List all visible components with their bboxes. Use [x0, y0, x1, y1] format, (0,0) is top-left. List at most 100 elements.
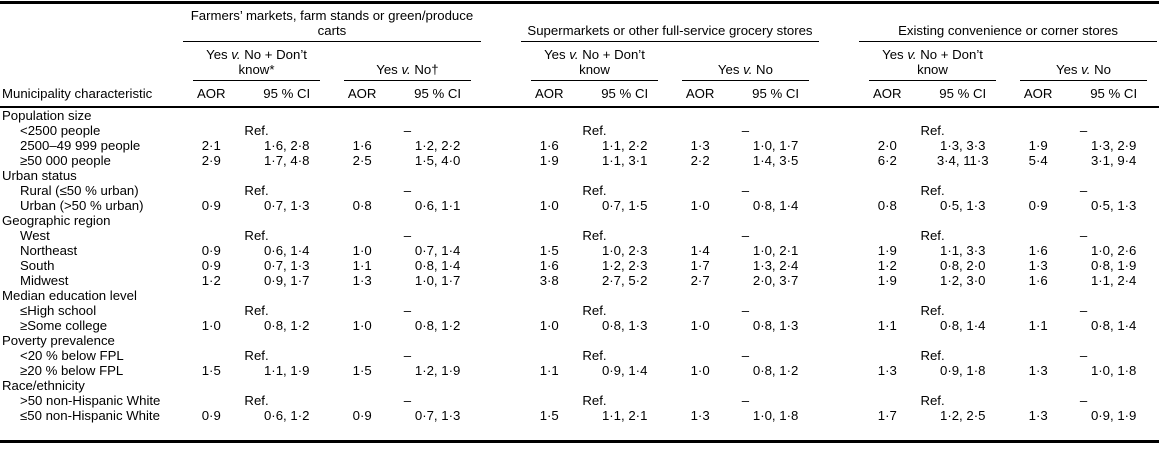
aor-value: 0·9 [352, 408, 372, 423]
ci-column-header: 95 % CI [392, 81, 483, 108]
row-label: Rural (≤50 % urban) [20, 183, 139, 198]
aor-value: 0·9 [201, 243, 221, 258]
table-body: Population size <2500 people Ref. – Ref. – Ref… [0, 107, 1159, 442]
table-header: Farmers’ markets, farm stands or green/p… [0, 3, 1159, 108]
ci-value: 3·4, 11·3 [936, 153, 989, 168]
group-header-farmers-markets: Farmers’ markets, farm stands or green/p… [181, 3, 483, 42]
dash-marker: – [741, 393, 750, 408]
aor-value: 1·3 [690, 408, 710, 423]
ci-value: 0·8, 1·2 [752, 363, 799, 378]
ci-value: 1·1, 2·4 [1090, 273, 1137, 288]
column-gap [483, 408, 519, 423]
ci-value: 2·0, 3·7 [752, 273, 799, 288]
dash-marker: – [403, 393, 412, 408]
ci-value: 1·3, 2·9 [1090, 138, 1137, 153]
ci-value: 0·8, 1·4 [1090, 318, 1137, 333]
ci-column-header: 95 % CI [917, 81, 1008, 108]
aor-value: 1·6 [539, 138, 559, 153]
ci-value: 1·7, 4·8 [263, 153, 310, 168]
column-gap [821, 408, 857, 423]
aor-value: 0·9 [201, 408, 221, 423]
ref-marker: Ref. [244, 348, 269, 363]
table-row: >50 non-Hispanic White Ref. – Ref. – Ref. – [0, 393, 1159, 408]
ci-value: 3·1, 9·4 [1090, 153, 1137, 168]
ci-value: 1·6, 2·8 [263, 138, 310, 153]
ci-value: 2·7, 5·2 [601, 273, 648, 288]
ci-value: 1·1, 2·1 [601, 408, 648, 423]
corner-cell [0, 42, 181, 81]
table-row: <2500 people Ref. – Ref. – Ref. – [0, 123, 1159, 138]
ci-value: 1·2, 2·5 [939, 408, 986, 423]
section-label: Poverty prevalence [2, 333, 115, 348]
odds-ratio-table: Farmers’ markets, farm stands or green/p… [0, 1, 1159, 443]
ref-marker: Ref. [920, 123, 945, 138]
aor-value: 1·1 [877, 318, 897, 333]
ci-value: 0·9, 1·9 [1090, 408, 1137, 423]
column-gap [821, 348, 857, 363]
aor-value: 1·9 [877, 243, 897, 258]
aor-value: 5·4 [1028, 153, 1048, 168]
table-row: 2500–49 999 people 2·1 1·6, 2·8 1·6 1·2, 2·2… [0, 138, 1159, 153]
column-gap [821, 183, 857, 198]
ci-value: 1·0, 2·3 [601, 243, 648, 258]
comparison-header: Yes v. No + Don’t know [519, 42, 670, 81]
row-label: <2500 people [20, 123, 101, 138]
column-gap [483, 228, 519, 243]
table-row: South 0·9 0·7, 1·3 1·1 0·8, 1·4 1·6 1·2, 2·3 1·… [0, 258, 1159, 273]
aor-value: 6·2 [877, 153, 897, 168]
ci-value: 0·9, 1·8 [939, 363, 986, 378]
column-gap [821, 42, 857, 81]
section-header-row: Population size [0, 107, 1159, 123]
column-gap [483, 3, 519, 43]
ci-value: 1·4, 3·5 [752, 153, 799, 168]
aor-value: 1·6 [1028, 243, 1048, 258]
ci-value: 0·9, 1·7 [263, 273, 310, 288]
row-label: ≥Some college [20, 318, 108, 333]
ci-value: 0·5, 1·3 [1090, 198, 1137, 213]
aor-value: 1·7 [877, 408, 897, 423]
aor-value: 1·1 [539, 363, 559, 378]
column-gap [483, 198, 519, 213]
dash-marker: – [403, 348, 412, 363]
aor-value: 1·6 [539, 258, 559, 273]
ci-column-header: 95 % CI [241, 81, 332, 108]
aor-column-header: AOR [669, 81, 731, 108]
ci-value: 1·1, 3·1 [601, 153, 648, 168]
section-label: Race/ethnicity [2, 378, 85, 393]
column-gap [483, 318, 519, 333]
column-gap [483, 42, 519, 81]
dash-marker: – [1079, 183, 1088, 198]
aor-value: 1·1 [1028, 318, 1048, 333]
aor-value: 2·5 [352, 153, 372, 168]
ci-value: 1·3, 3·3 [939, 138, 986, 153]
ci-value: 0·8, 1·4 [414, 258, 461, 273]
table-row: <20 % below FPL Ref. – Ref. – Ref. – [0, 348, 1159, 363]
aor-value: 1·0 [690, 198, 710, 213]
aor-value: 1·5 [539, 243, 559, 258]
aor-value: 1·3 [1028, 408, 1048, 423]
comparison-header: Yes v. No + Don’t know* [181, 42, 332, 81]
ci-value: 0·8, 1·3 [601, 318, 648, 333]
ref-marker: Ref. [582, 183, 607, 198]
dash-marker: – [741, 183, 750, 198]
ref-marker: Ref. [582, 123, 607, 138]
aor-value: 2·9 [201, 153, 221, 168]
ref-marker: Ref. [582, 348, 607, 363]
aor-value: 1·0 [201, 318, 221, 333]
column-gap [821, 3, 857, 43]
ci-value: 0·5, 1·3 [939, 198, 986, 213]
ci-value: 0·6, 1·4 [263, 243, 310, 258]
aor-value: 1·2 [877, 258, 897, 273]
aor-value: 3·8 [539, 273, 559, 288]
ci-value: 1·0, 1·7 [414, 273, 461, 288]
column-gap [821, 258, 857, 273]
ci-value: 0·8, 1·4 [939, 318, 986, 333]
column-gap [483, 138, 519, 153]
ci-value: 1·1, 1·9 [263, 363, 310, 378]
ci-value: 0·7, 1·3 [414, 408, 461, 423]
aor-value: 1·0 [690, 363, 710, 378]
column-gap [483, 183, 519, 198]
ci-value: 1·0, 1·7 [752, 138, 799, 153]
ci-value: 0·6, 1·2 [263, 408, 310, 423]
column-gap [821, 198, 857, 213]
